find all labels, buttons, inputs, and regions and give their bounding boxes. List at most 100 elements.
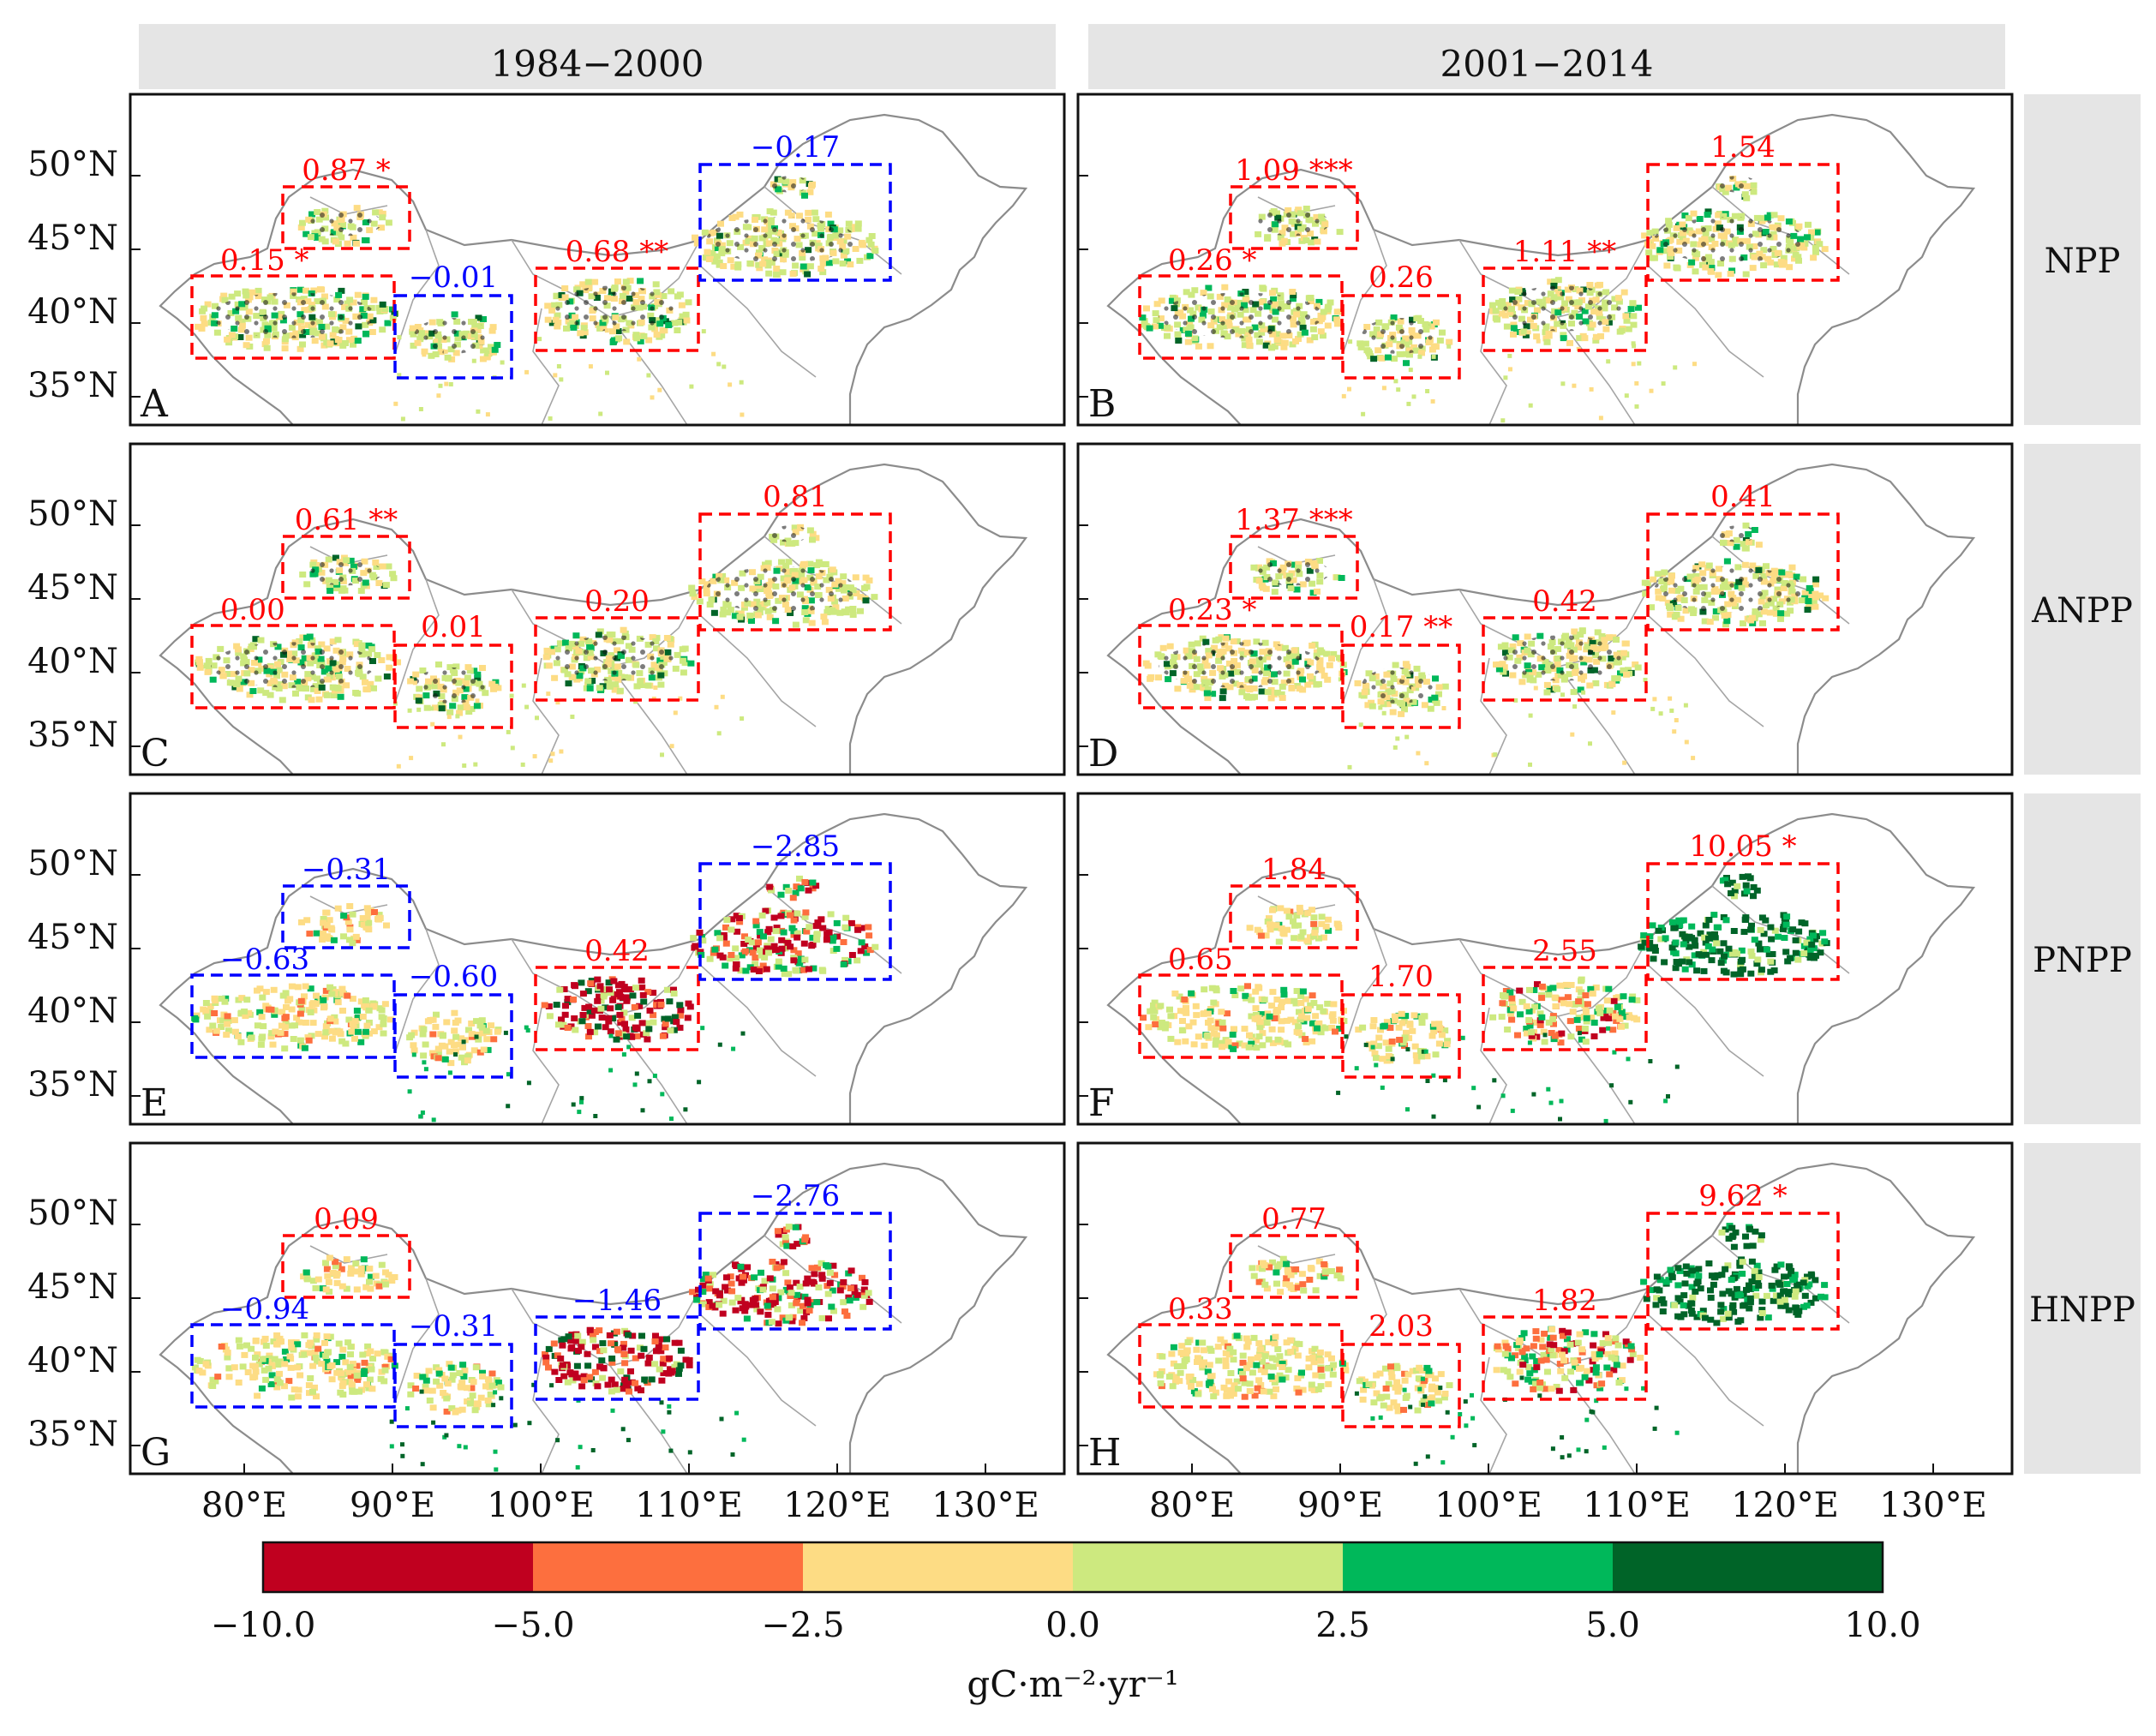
lat-label: 45°N xyxy=(27,218,118,258)
panel-background xyxy=(1078,444,2012,775)
vegetation-pixel xyxy=(444,381,449,386)
vegetation-pixel xyxy=(438,383,443,388)
vegetation-pixel xyxy=(524,704,530,709)
latitude-axis: 35°N 40°N 45°N 50°N 35°N 40°N 45°N 50°N … xyxy=(27,145,118,1454)
vegetation-pixel xyxy=(577,1110,582,1115)
vegetation-pixel xyxy=(1370,1045,1375,1050)
vegetation-pixel xyxy=(473,762,478,767)
vegetation-pixel xyxy=(579,1096,584,1101)
vegetation-pixel xyxy=(493,1449,498,1454)
vegetation-pixel xyxy=(1430,398,1435,404)
panel-letter: G xyxy=(141,1431,171,1475)
vegetation-pixel xyxy=(673,710,678,715)
vegetation-pixel xyxy=(653,685,658,690)
colorbar-bin xyxy=(263,1542,533,1592)
vegetation-pixel xyxy=(548,416,553,421)
lon-label: 100°E xyxy=(1434,1486,1542,1525)
vegetation-patch xyxy=(766,875,820,901)
country-outline xyxy=(1106,1162,1976,1476)
vegetation-pixel xyxy=(493,1390,498,1395)
vegetation-pixel xyxy=(1425,1079,1430,1083)
vegetation-pixel xyxy=(1392,745,1398,750)
vegetation-pixel xyxy=(1570,732,1575,737)
vegetation-pixel xyxy=(1408,368,1413,373)
vegetation-pixel xyxy=(509,693,514,698)
vegetation-pixel xyxy=(740,412,745,417)
vegetation-pixel xyxy=(462,763,467,768)
vegetation-pixel xyxy=(1631,362,1636,367)
colorbar-tick-label: 10.0 xyxy=(1844,1606,1920,1645)
vegetation-pixel xyxy=(1536,338,1541,344)
lon-label: 130°E xyxy=(1879,1486,1987,1525)
vegetation-pixel xyxy=(444,1433,449,1438)
region-box xyxy=(1229,884,1359,949)
vegetation-pixel xyxy=(1470,1416,1476,1421)
region-trend-label: −1.46 xyxy=(572,1284,662,1318)
vegetation-pixel xyxy=(461,1039,466,1045)
vegetation-pixel xyxy=(620,1427,626,1432)
lon-label: 90°E xyxy=(1297,1486,1383,1525)
row-header-strip xyxy=(2024,94,2141,425)
vegetation-pixel xyxy=(719,1416,724,1422)
vegetation-pixel xyxy=(571,1102,576,1107)
vegetation-pixel xyxy=(1404,734,1410,739)
map-panel: −0.63−0.31−0.600.42−2.85E xyxy=(129,792,1066,1126)
vegetation-pixel xyxy=(1513,697,1518,703)
vegetation-pixel xyxy=(555,1438,560,1443)
colorbar-bin xyxy=(1073,1542,1343,1592)
lat-label: 40°N xyxy=(27,1341,118,1380)
vegetation-patch xyxy=(770,176,816,199)
province-border xyxy=(609,316,688,426)
region-box xyxy=(1482,966,1648,1051)
vegetation-patch xyxy=(1246,904,1343,945)
vegetation-pixel xyxy=(1548,1100,1554,1105)
region-box xyxy=(1138,973,1344,1059)
vegetation-pixel xyxy=(660,1092,665,1097)
vegetation-pixel xyxy=(455,714,460,719)
vegetation-patch xyxy=(1153,1332,1350,1400)
panel-frame xyxy=(1076,442,2014,776)
vegetation-pixel xyxy=(1424,761,1429,766)
vegetation-pixel xyxy=(1510,1108,1515,1113)
vegetation-pixel xyxy=(637,356,642,362)
vegetation-pixel xyxy=(549,1383,554,1388)
panel-frame xyxy=(1076,1141,2014,1476)
vegetation-pixel xyxy=(407,1089,412,1094)
vegetation-pixel xyxy=(1674,1064,1680,1069)
region-trend-label: 0.65 xyxy=(1168,943,1233,977)
lon-label: 80°E xyxy=(1149,1486,1235,1525)
vegetation-pixel xyxy=(1683,703,1688,708)
province-border xyxy=(395,578,440,702)
vegetation-pixel xyxy=(1354,1066,1359,1071)
vegetation-patch xyxy=(692,208,879,278)
colorbar-bin xyxy=(1343,1542,1613,1592)
province-border xyxy=(1343,229,1387,352)
vegetation-pixel xyxy=(1631,341,1636,346)
vegetation-pixel xyxy=(407,708,412,713)
vegetation-pixel xyxy=(741,1437,746,1442)
region-trend-label: 0.61 ** xyxy=(295,503,398,537)
vegetation-pixel xyxy=(640,1108,645,1113)
region-trend-label: 0.00 xyxy=(220,593,285,627)
vegetation-pixel xyxy=(1393,379,1398,384)
vegetation-patch xyxy=(1255,206,1344,247)
vegetation-pixel xyxy=(500,360,505,365)
lon-label: 120°E xyxy=(783,1486,891,1525)
country-outline xyxy=(159,1162,1028,1476)
vegetation-pixel xyxy=(1519,1375,1524,1380)
vegetation-pixel xyxy=(661,1429,666,1434)
vegetation-patch xyxy=(1716,176,1758,201)
vegetation-pixel xyxy=(400,1453,405,1458)
colorbar-bin xyxy=(1613,1542,1883,1592)
region-trend-label: 0.42 xyxy=(1532,584,1597,619)
region-trend-label: 1.70 xyxy=(1368,960,1434,994)
vegetation-patch xyxy=(298,903,390,947)
vegetation-patch xyxy=(407,661,502,716)
map-panel: 0.00 0.61 ** 0.01 0.20 0.81 C xyxy=(129,442,1066,776)
colorbar-tick-label: 2.5 xyxy=(1315,1606,1370,1645)
vegetation-pixel xyxy=(1438,1386,1443,1391)
region-box xyxy=(534,616,700,702)
vegetation-pixel xyxy=(1572,383,1577,388)
vegetation-pixel xyxy=(1500,418,1506,423)
colorbar-unit: gC·m⁻²·yr⁻¹ xyxy=(967,1663,1178,1705)
